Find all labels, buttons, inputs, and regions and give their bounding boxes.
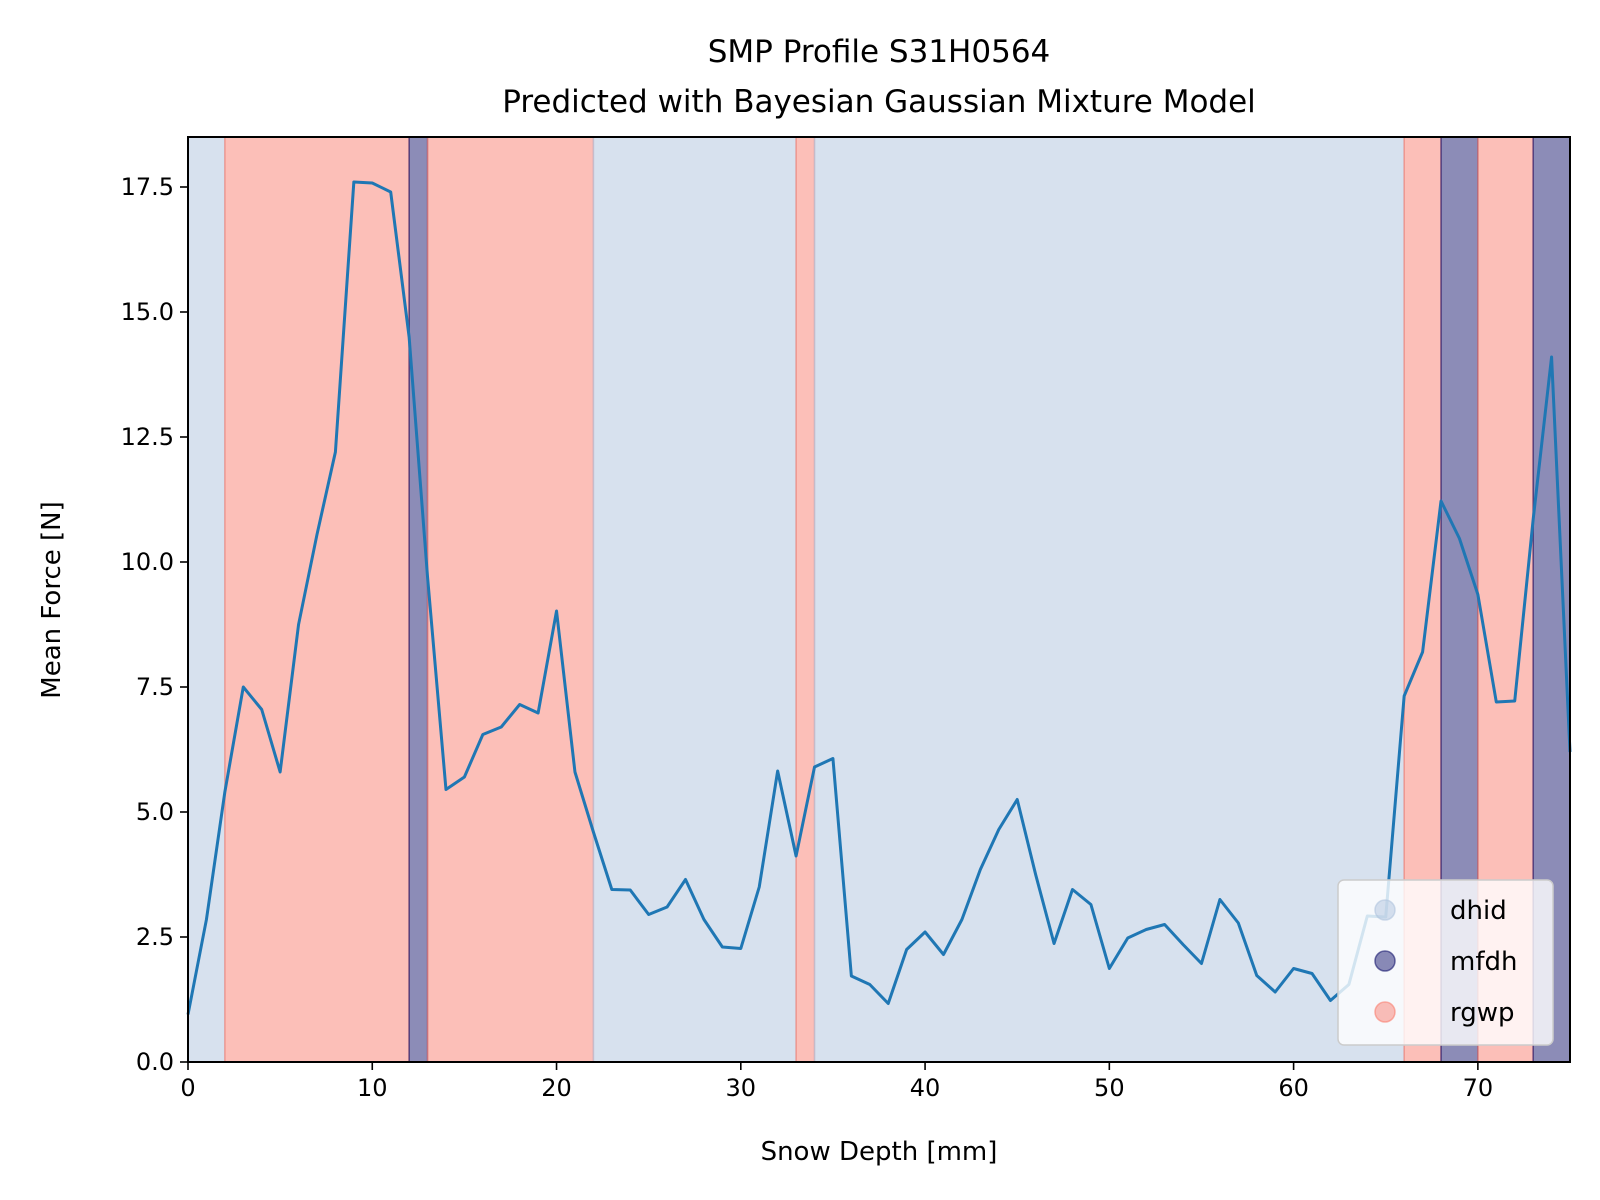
band-rgwp — [795, 136, 816, 1063]
y-tick-label: 2.5 — [136, 923, 174, 951]
chart-subtitle: Predicted with Bayesian Gaussian Mixture… — [502, 84, 1256, 120]
legend-label-dhid: dhid — [1450, 896, 1507, 926]
x-axis-ticks: 0 10 20 30 40 50 60 70 — [180, 1062, 1493, 1102]
legend-box — [1337, 879, 1554, 1046]
band-dhid — [813, 136, 1405, 1063]
y-tick-label: 15.0 — [121, 298, 174, 326]
band-mfdh — [408, 136, 429, 1063]
x-tick-label: 0 — [180, 1074, 195, 1102]
plot-frame — [187, 136, 1571, 1063]
y-tick-label: 10.0 — [121, 548, 174, 576]
chart-title: SMP Profile S31H0564 — [708, 34, 1051, 70]
legend-marker-mfdh — [1374, 950, 1396, 972]
legend-marker-dhid — [1374, 899, 1396, 921]
legend-label-mfdh: mfdh — [1450, 947, 1517, 977]
band-dhid — [187, 136, 226, 1063]
x-axis-label: Snow Depth [mm] — [761, 1137, 998, 1167]
y-tick-label: 0.0 — [136, 1048, 174, 1076]
band-dhid — [592, 136, 797, 1063]
band-rgwp — [426, 136, 595, 1063]
y-tick-label: 12.5 — [121, 423, 174, 451]
y-axis-ticks: 0.0 2.5 5.0 7.5 10.0 12.5 15.0 17.5 — [121, 173, 188, 1076]
x-tick-label: 10 — [357, 1074, 388, 1102]
x-tick-label: 20 — [541, 1074, 572, 1102]
band-rgwp — [224, 136, 410, 1063]
legend-marker-rgwp — [1374, 1001, 1396, 1023]
x-tick-label: 60 — [1278, 1074, 1309, 1102]
x-tick-label: 30 — [726, 1074, 757, 1102]
legend-label-rgwp: rgwp — [1450, 998, 1515, 1028]
y-tick-label: 5.0 — [136, 798, 174, 826]
x-tick-label: 50 — [1094, 1074, 1125, 1102]
y-tick-label: 7.5 — [136, 673, 174, 701]
y-tick-label: 17.5 — [121, 173, 174, 201]
x-tick-label: 70 — [1463, 1074, 1494, 1102]
x-tick-label: 40 — [910, 1074, 941, 1102]
legend: dhid mfdh rgwp — [1337, 879, 1554, 1046]
y-axis-label: Mean Force [N] — [37, 501, 67, 698]
